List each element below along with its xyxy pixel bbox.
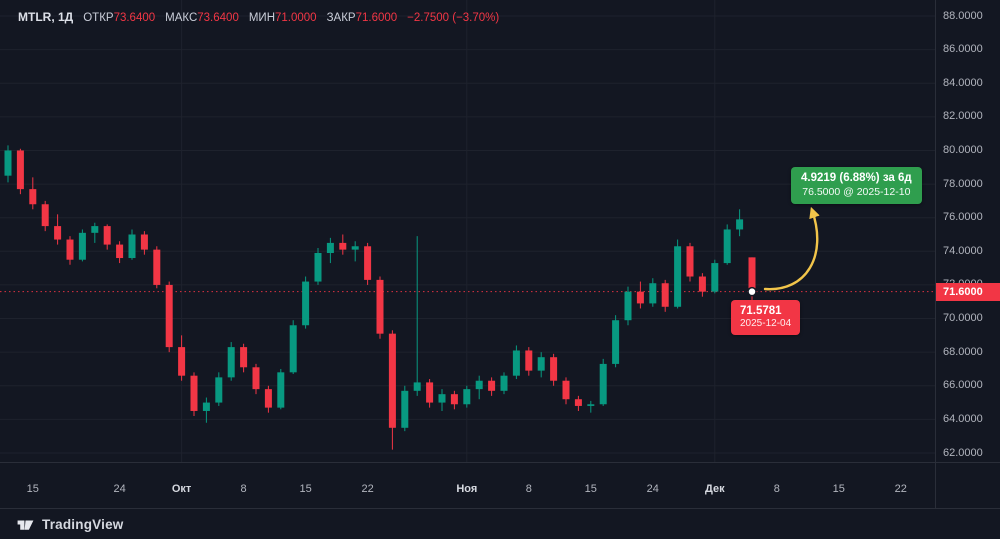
time-tick-label: 22: [361, 483, 374, 495]
ohlc-field: МИН71.0000: [248, 12, 317, 24]
price-tick-label: 82.0000: [943, 110, 983, 123]
time-tick-label: 22: [894, 483, 907, 495]
tradingview-logo-icon[interactable]: [16, 515, 35, 534]
time-tick-label: 8: [525, 483, 532, 495]
symbol-title: MTLR, 1Д: [18, 10, 74, 24]
projection-label[interactable]: 4.9219 (6.88%) за 6д 76.5000 @ 2025-12-1…: [791, 167, 922, 204]
price-axis[interactable]: 88.0000 86.0000 84.0000 82.0000 80.0000 78.00…: [935, 0, 1000, 508]
time-tick-label: 15: [299, 483, 312, 495]
last-price-badge: 71.6000: [936, 282, 1000, 301]
time-axis[interactable]: 15 24 Окт 8 15 22 Ноя 8 15 24 Дек 8 15 22: [0, 462, 1000, 508]
price-tick-label: 86.0000: [943, 43, 983, 56]
price-tick-label: 64.0000: [943, 412, 983, 425]
price-tick-label: 78.0000: [943, 177, 983, 190]
time-tick-label: 15: [26, 483, 39, 495]
price-tick-label: 68.0000: [943, 345, 983, 358]
anchor-price-tooltip[interactable]: 71.5781 2025-12-04: [731, 300, 801, 335]
time-tick-label: 15: [832, 483, 845, 495]
time-tick-label: 24: [113, 483, 126, 495]
footer-bar: TradingView: [0, 508, 1000, 539]
price-tick-label: 76.0000: [943, 211, 983, 224]
time-tick-label: 8: [240, 483, 247, 495]
time-tick-label: 8: [773, 483, 780, 495]
ohlc-field: ОТКР73.6400: [83, 12, 156, 24]
price-tick-label: 70.0000: [943, 312, 983, 325]
tradingview-logo-text[interactable]: TradingView: [42, 516, 124, 532]
price-tick-label: 62.0000: [943, 446, 983, 459]
candles: [4, 145, 756, 450]
price-tick-label: 84.0000: [943, 76, 983, 89]
anchor-dot: [747, 286, 757, 297]
time-tick-month-label: Окт: [171, 483, 192, 495]
projection-arrow[interactable]: [763, 206, 820, 291]
time-tick-label: 15: [584, 483, 597, 495]
price-tick-label: 80.0000: [943, 143, 983, 156]
ohlc-field: ЗАКР71.6000: [326, 12, 398, 24]
grid: [0, 0, 935, 462]
price-tick-label: 74.0000: [943, 244, 983, 257]
price-tick-label: 66.0000: [943, 379, 983, 392]
anchor-price: 71.5781: [740, 305, 782, 317]
anchor-date: 2025-12-04: [740, 318, 792, 329]
change-value: −2.7500 (−3.70%): [407, 12, 500, 24]
ohlc-field: МАКС73.6400: [165, 12, 239, 24]
ohlc-values: ОТКР73.6400 МАКС73.6400 МИН71.0000 ЗАКР71.6…: [83, 12, 397, 24]
time-tick-month-label: Ноя: [456, 483, 478, 495]
symbol-legend: MTLR, 1Д ОТКР73.6400 МАКС73.6400 МИН71.000…: [18, 10, 499, 24]
projection-target-text: 76.5000 @ 2025-12-10: [802, 186, 911, 198]
projection-change-text: 4.9219 (6.88%) за 6д: [801, 172, 912, 184]
price-tick-label: 88.0000: [943, 9, 983, 22]
time-tick-month-label: Дек: [705, 483, 725, 495]
time-tick-label: 24: [646, 483, 659, 495]
